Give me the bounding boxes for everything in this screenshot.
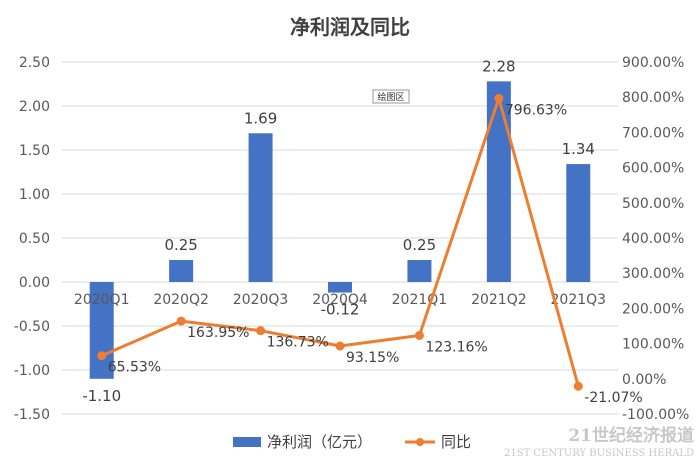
right-y-axis: -100.00% 0.00% 100.00% 200.00% 300.00% 400.00… bbox=[622, 55, 689, 423]
bar bbox=[169, 260, 194, 282]
bar-data-label: 1.69 bbox=[244, 109, 277, 127]
line-point bbox=[97, 351, 107, 361]
category-label: 2021Q1 bbox=[392, 292, 448, 308]
line-point bbox=[414, 330, 424, 340]
legend: 净利润（亿元） 同比 bbox=[233, 433, 471, 451]
category-axis: 2020Q1 2020Q2 2020Q3 2020Q4 2021Q1 2021Q2 2021… bbox=[74, 292, 606, 308]
left-axis-tick-label: -1.00 bbox=[14, 363, 50, 379]
bar bbox=[407, 260, 432, 282]
left-axis-tick-label: 1.50 bbox=[19, 143, 50, 159]
left-axis-tick-label: 0.50 bbox=[19, 231, 50, 247]
line-point bbox=[335, 341, 345, 351]
line-data-label: 136.73% bbox=[267, 335, 329, 351]
legend-line-label: 同比 bbox=[441, 433, 471, 451]
category-label: 2021Q2 bbox=[471, 292, 527, 308]
line-data-label: 163.95% bbox=[187, 325, 249, 341]
line-point bbox=[494, 93, 504, 103]
right-axis-tick-label: 100.00% bbox=[622, 337, 684, 353]
left-axis-tick-label: -1.50 bbox=[14, 407, 50, 423]
legend-bar-swatch bbox=[233, 437, 261, 447]
legend-bar-label: 净利润（亿元） bbox=[267, 433, 372, 451]
right-axis-tick-label: 900.00% bbox=[622, 55, 684, 71]
line-point bbox=[256, 326, 266, 336]
bar bbox=[328, 282, 352, 293]
left-axis-tick-label: -0.50 bbox=[14, 319, 50, 335]
category-label: 2020Q1 bbox=[74, 292, 130, 308]
bar-series bbox=[89, 81, 591, 379]
bar bbox=[566, 164, 591, 282]
line-series bbox=[97, 93, 583, 391]
right-axis-tick-label: 0.00% bbox=[622, 372, 666, 388]
line-data-label: 93.15% bbox=[346, 350, 399, 366]
watermark-subtext: 21ST CENTURY BUSINESS HERALD bbox=[504, 448, 694, 459]
right-axis-tick-label: 500.00% bbox=[622, 196, 684, 212]
category-label: 2020Q3 bbox=[233, 292, 289, 308]
line-point bbox=[573, 381, 583, 391]
bar bbox=[89, 282, 114, 379]
plot-area-tooltip: 绘图区 bbox=[372, 89, 410, 104]
line-data-label: 65.53% bbox=[108, 360, 161, 376]
chart-title: 净利润及同比 bbox=[290, 15, 410, 39]
left-axis-tick-label: 1.00 bbox=[19, 187, 50, 203]
right-axis-tick-label: 700.00% bbox=[622, 125, 684, 141]
left-axis-tick-label: 0.00 bbox=[19, 275, 50, 291]
right-axis-tick-label: -100.00% bbox=[622, 407, 689, 423]
line-data-labels: 65.53% 163.95% 136.73% 93.15% 123.16% 796.63%… bbox=[108, 102, 643, 406]
line-data-label: -21.07% bbox=[584, 390, 642, 406]
plot-area-tooltip-text: 绘图区 bbox=[377, 91, 404, 103]
left-axis-tick-label: 2.50 bbox=[19, 55, 50, 71]
right-axis-tick-label: 400.00% bbox=[622, 231, 684, 247]
right-axis-tick-label: 300.00% bbox=[622, 266, 684, 282]
bar-data-label: 0.25 bbox=[164, 236, 197, 254]
bar-data-label: 2.28 bbox=[482, 57, 515, 75]
watermark-text: 21世纪经济报道 bbox=[568, 425, 694, 446]
line-data-label: 123.16% bbox=[425, 339, 487, 355]
bar bbox=[248, 133, 273, 282]
right-axis-tick-label: 800.00% bbox=[622, 90, 684, 106]
left-axis-tick-label: 2.00 bbox=[19, 99, 50, 115]
bar-data-label: -0.12 bbox=[321, 301, 360, 319]
line-data-label: 796.63% bbox=[505, 102, 567, 118]
watermark: 21世纪经济报道 21ST CENTURY BUSINESS HERALD bbox=[504, 425, 694, 459]
bar-data-label: 1.34 bbox=[562, 140, 595, 158]
category-label: 2021Q3 bbox=[551, 292, 607, 308]
bar-data-labels: -1.10 0.25 1.69 -0.12 0.25 2.28 1.34 bbox=[82, 57, 595, 404]
category-label: 2020Q4 bbox=[312, 292, 368, 308]
right-axis-tick-label: 200.00% bbox=[622, 301, 684, 317]
bar-data-label: -1.10 bbox=[82, 387, 121, 405]
bar-data-label: 0.25 bbox=[403, 236, 436, 254]
line-point bbox=[176, 316, 186, 326]
right-axis-tick-label: 600.00% bbox=[622, 161, 684, 177]
legend-line-marker bbox=[416, 438, 424, 446]
gridlines bbox=[62, 61, 618, 415]
left-y-axis: -1.50 -1.00 -0.50 0.00 0.50 1.00 1.50 2.00 2.50 bbox=[14, 55, 50, 423]
bar bbox=[486, 81, 511, 282]
category-label: 2020Q2 bbox=[153, 292, 209, 308]
